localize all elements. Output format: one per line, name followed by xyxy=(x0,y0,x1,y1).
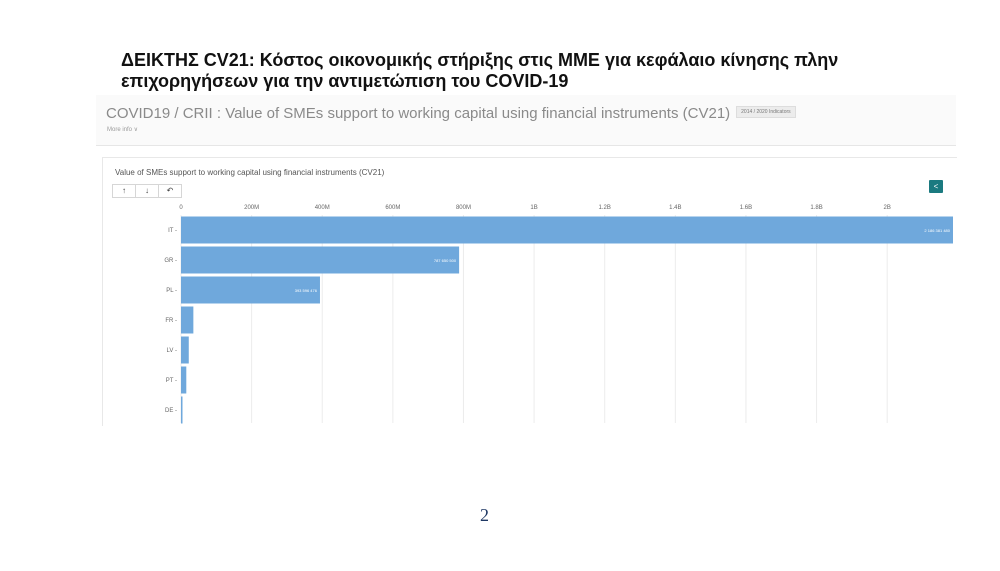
reset-sort-button[interactable]: ↶ xyxy=(158,184,182,198)
sort-ascending-button[interactable]: ↑ xyxy=(112,184,136,198)
chart-container: 0 200M 400M 600M 800M 1B 1.2B 1.4B 1.6B 1.8B 2B IT … xyxy=(102,157,957,426)
x-tick-label: 1.8B xyxy=(810,205,822,211)
x-tick-label: 1.4B xyxy=(669,205,681,211)
sort-descending-button[interactable]: ↓ xyxy=(135,184,159,198)
bar-gr xyxy=(181,246,460,274)
bar-fr xyxy=(181,306,194,334)
data-label: 393 596 476 xyxy=(295,288,318,293)
category-label: FR - xyxy=(165,318,177,324)
x-tick-label: 400M xyxy=(315,205,330,211)
period-badge: 2014 / 2020 Indicators xyxy=(736,106,796,119)
x-tick-label: 0 xyxy=(179,205,183,211)
category-label: PT - xyxy=(166,378,177,384)
chart-title: Value of SMEs support to working capital… xyxy=(115,168,385,177)
indicator-header: COVID19 / CRII : Value of SMEs support t… xyxy=(96,95,956,146)
category-label: DE - xyxy=(165,408,177,414)
x-tick-label: 1.2B xyxy=(599,205,611,211)
bar-pl xyxy=(181,276,320,304)
bar-pt xyxy=(181,366,187,394)
bar-lv xyxy=(181,336,189,364)
bar-de xyxy=(181,396,183,424)
x-tick-label: 600M xyxy=(385,205,400,211)
indicator-panel: COVID19 / CRII : Value of SMEs support t… xyxy=(96,95,957,426)
category-label: PL - xyxy=(166,288,177,294)
slide-title: ΔΕΙΚΤΗΣ CV21: Κόστος οικονομικής στήριξη… xyxy=(121,50,839,91)
data-label: 787 650 500 xyxy=(434,258,457,263)
data-label: 2 186 381 480 xyxy=(924,228,950,233)
x-tick-label: 800M xyxy=(456,205,471,211)
page-number: 2 xyxy=(480,505,489,525)
indicator-title-text: COVID19 / CRII : Value of SMEs support t… xyxy=(106,105,731,122)
share-icon[interactable]: < xyxy=(929,180,943,193)
x-tick-label: 1B xyxy=(530,205,537,211)
indicator-title: COVID19 / CRII : Value of SMEs support t… xyxy=(106,105,796,122)
sort-controls: ↑ ↓ ↶ xyxy=(112,184,182,198)
bar-chart: 0 200M 400M 600M 800M 1B 1.2B 1.4B 1.6B 1.8B 2B IT … xyxy=(164,205,953,424)
category-label: GR - xyxy=(164,258,177,264)
more-info-link[interactable]: More info ∨ xyxy=(107,127,139,133)
bar-it xyxy=(181,216,953,244)
x-tick-label: 2B xyxy=(884,205,891,211)
x-tick-label: 200M xyxy=(244,205,259,211)
category-label: LV - xyxy=(166,348,177,354)
x-tick-label: 1.6B xyxy=(740,205,752,211)
category-label: IT - xyxy=(168,228,177,234)
